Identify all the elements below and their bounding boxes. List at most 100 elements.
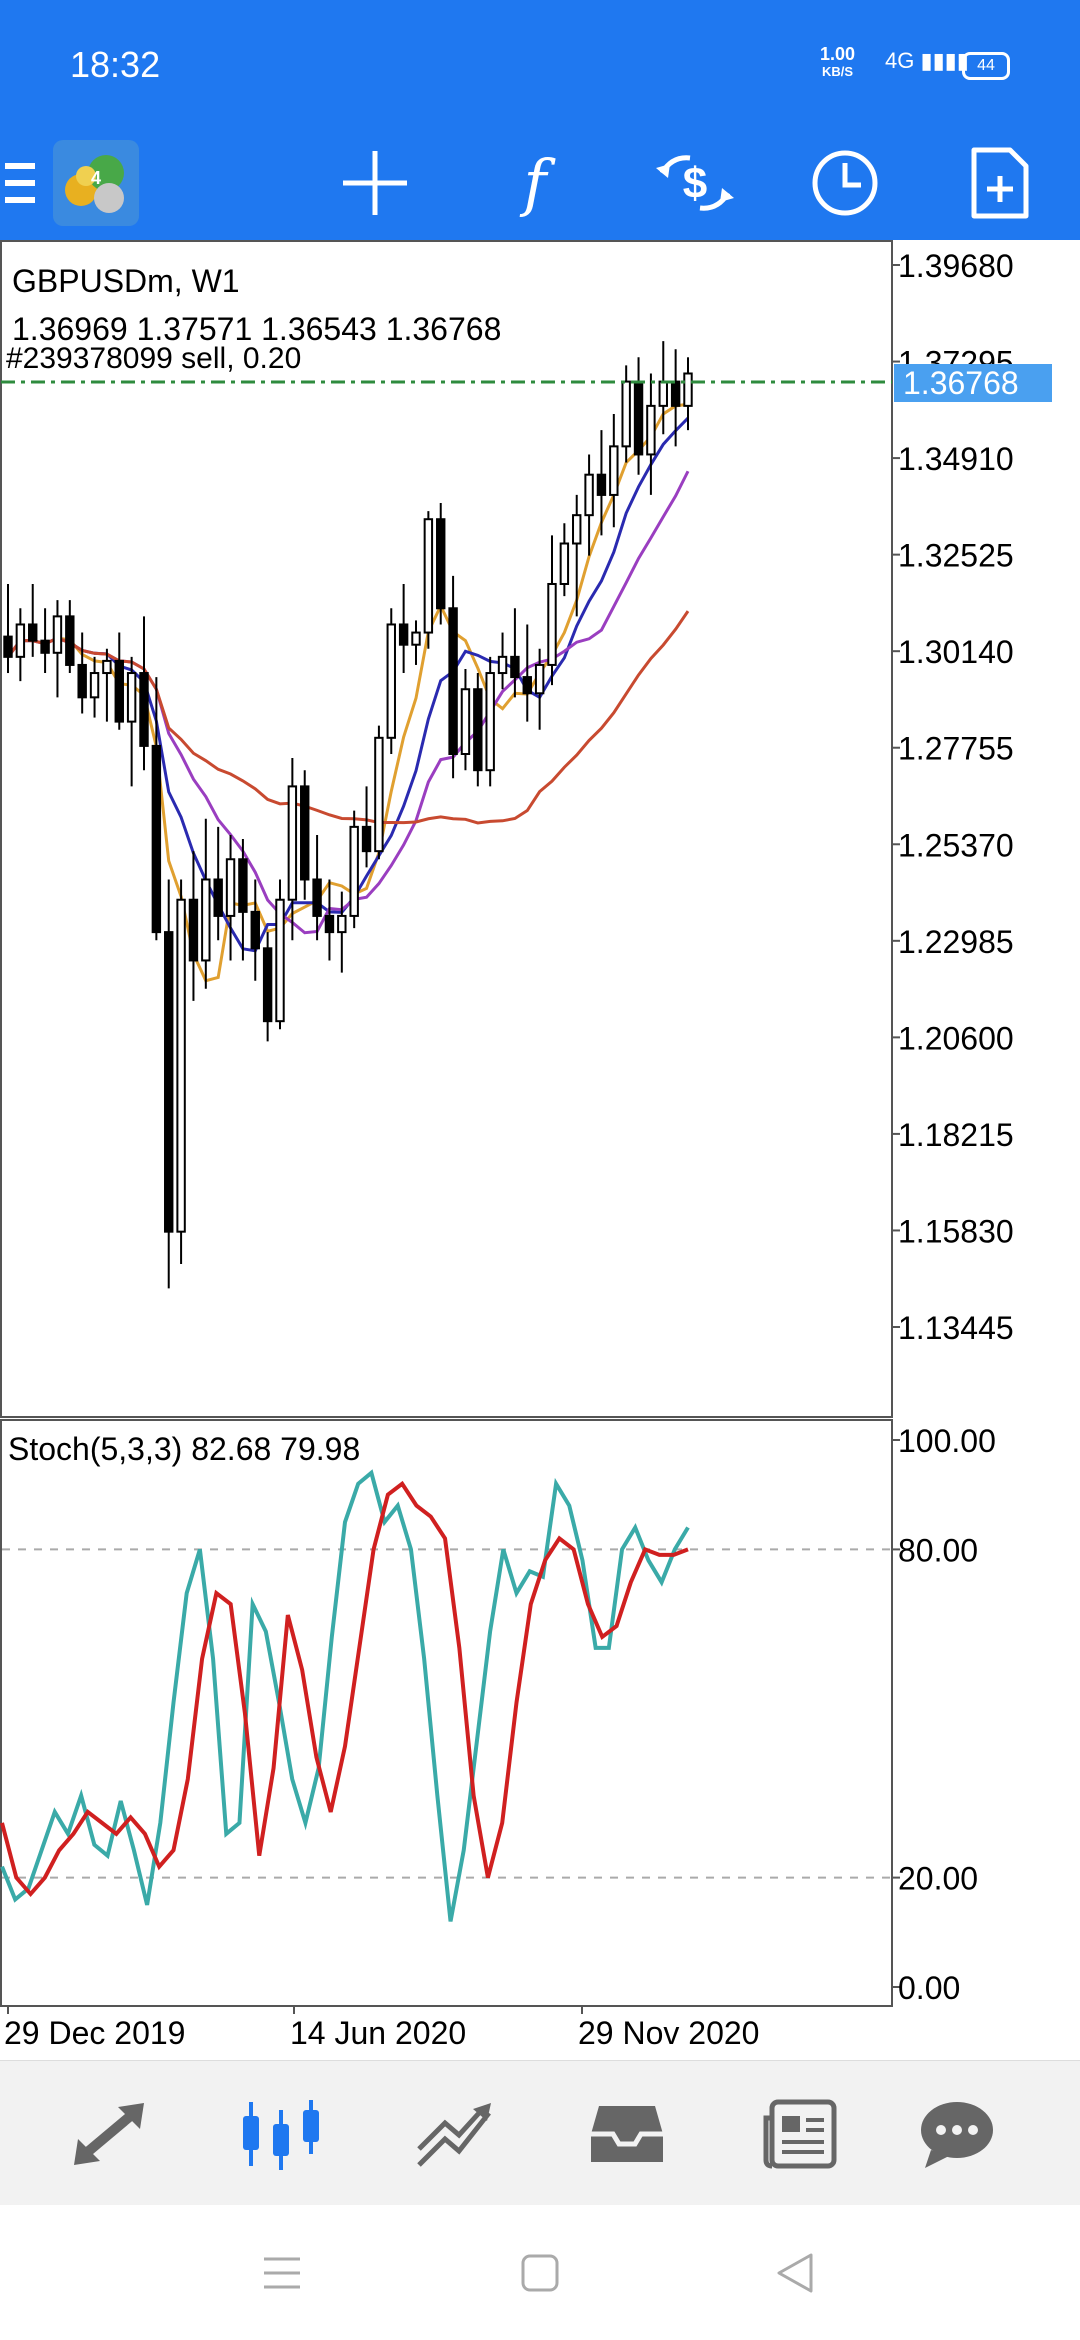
candle-body: [621, 380, 631, 448]
candle-body: [596, 473, 607, 496]
candle-body: [262, 947, 273, 1023]
stoch-frame: [0, 1419, 893, 2007]
back-icon[interactable]: [775, 2251, 815, 2295]
candle-body: [28, 623, 38, 642]
date-label: 29 Dec 2019: [4, 2015, 185, 2051]
candle-body: [312, 878, 322, 917]
indicator-label: Stoch(5,3,3) 82.68 79.98: [8, 1431, 360, 1467]
candle-body: [547, 582, 557, 666]
candle-body: [164, 931, 174, 1233]
stoch-signal-line: [0, 1480, 689, 1898]
chart-canvas[interactable]: 1.396801.372951.349101.325251.301401.277…: [0, 240, 1080, 2060]
candle-body: [670, 380, 681, 407]
chart-tab[interactable]: [222, 2061, 342, 2206]
new-document-icon[interactable]: [955, 125, 1045, 240]
ohlc-label: 1.36969 1.37571 1.36543 1.36768: [12, 311, 501, 347]
candle-body: [473, 688, 483, 772]
candle-body: [485, 672, 495, 772]
stoch-lines: [0, 1469, 690, 1922]
candle-body: [300, 785, 310, 881]
candle-body: [658, 380, 668, 407]
candle-body: [522, 676, 532, 695]
price-axis: 1.396801.372951.349101.325251.301401.277…: [892, 248, 1014, 1346]
candle-body: [572, 514, 582, 545]
svg-text:$: $: [683, 159, 707, 208]
candle-body: [176, 898, 186, 1233]
candle-body: [151, 744, 162, 934]
stoch-tick-label: 100.00: [898, 1423, 996, 1459]
candle-body: [361, 825, 372, 853]
menu-icon[interactable]: [0, 125, 40, 240]
candle-body: [534, 663, 545, 695]
candle-body: [436, 518, 446, 610]
stoch-tick-label: 20.00: [898, 1861, 978, 1897]
candle-body: [15, 623, 26, 658]
metatrader-logo-icon[interactable]: 4: [48, 125, 144, 240]
price-tick-label: 1.18215: [898, 1117, 1014, 1153]
network-speed: 1.00 KB/S: [820, 44, 856, 79]
price-tick-label: 1.39680: [898, 248, 1014, 284]
candle-body: [3, 635, 13, 658]
trade-icon[interactable]: $: [645, 125, 745, 240]
top-toolbar: 4 f $: [0, 125, 1080, 240]
price-tick-label: 1.32525: [898, 538, 1014, 574]
news-tab[interactable]: [740, 2061, 860, 2206]
current-price-label: 1.36768: [903, 365, 1019, 401]
candle-body: [349, 825, 359, 917]
system-navigation: [0, 2205, 1080, 2340]
symbol-label: GBPUSDm, W1: [12, 263, 240, 299]
inbox-icon: [591, 2105, 663, 2162]
candle-body: [89, 672, 100, 699]
price-tick-label: 1.15830: [898, 1213, 1014, 1249]
date-label: 29 Nov 2020: [578, 2015, 759, 2051]
home-icon[interactable]: [520, 2253, 560, 2293]
current-price-tag: [894, 364, 1052, 402]
trade-chart-icon: [417, 2102, 491, 2167]
candle-body: [139, 672, 149, 747]
news-icon: [763, 2099, 837, 2168]
candle-body: [497, 655, 508, 675]
price-chart-frame: [0, 240, 893, 1418]
candle-body: [324, 914, 335, 934]
clock-icon[interactable]: [800, 125, 890, 240]
history-tab[interactable]: [567, 2061, 687, 2206]
price-tick-label: 1.27755: [898, 731, 1014, 767]
price-tick-label: 1.22985: [898, 924, 1014, 960]
candle-body: [40, 639, 50, 654]
crosshair-icon[interactable]: [330, 125, 420, 240]
stoch-main-line: [0, 1469, 690, 1922]
candle-body: [683, 372, 693, 407]
chat-tab[interactable]: [897, 2061, 1017, 2206]
candles: [3, 341, 693, 1289]
candle-body: [188, 898, 199, 962]
candle-body: [213, 878, 223, 917]
candle-body: [423, 518, 434, 634]
candle-body: [584, 473, 594, 517]
indicators-icon[interactable]: f: [523, 146, 547, 219]
signal-icon: 4G ▮▮▮▮: [885, 48, 969, 73]
price-tick-label: 1.34910: [898, 441, 1014, 477]
chart-area[interactable]: 1.39680 1.37295 1.34910 1.32525 1.30140 1.277…: [0, 240, 1080, 2060]
recents-icon[interactable]: [262, 2253, 302, 2293]
status-bar: 18:32 1.00 KB/S 4G ▮▮▮▮ 44: [0, 0, 1080, 125]
candle-body: [448, 607, 458, 756]
candle-body: [102, 659, 112, 675]
trade-tab[interactable]: [395, 2061, 515, 2206]
candle-body: [510, 655, 520, 679]
svg-text:4: 4: [91, 168, 101, 188]
candle-body: [126, 672, 137, 723]
candle-body: [201, 878, 211, 962]
candle-body: [250, 910, 260, 950]
stoch-tick-label: 80.00: [898, 1532, 978, 1568]
quotes-tab[interactable]: [50, 2061, 170, 2206]
candle-body: [609, 445, 619, 496]
candle-body: [559, 542, 570, 585]
candle-body: [287, 785, 298, 901]
price-tick-label: 1.20600: [898, 1020, 1014, 1056]
bottom-navigation: [0, 2060, 1080, 2206]
candle-body: [460, 688, 471, 756]
date-label: 14 Jun 2020: [290, 2015, 466, 2051]
stoch-tick-label: 0.00: [898, 1970, 960, 2006]
candle-body: [374, 736, 384, 853]
candle-body: [225, 858, 236, 917]
